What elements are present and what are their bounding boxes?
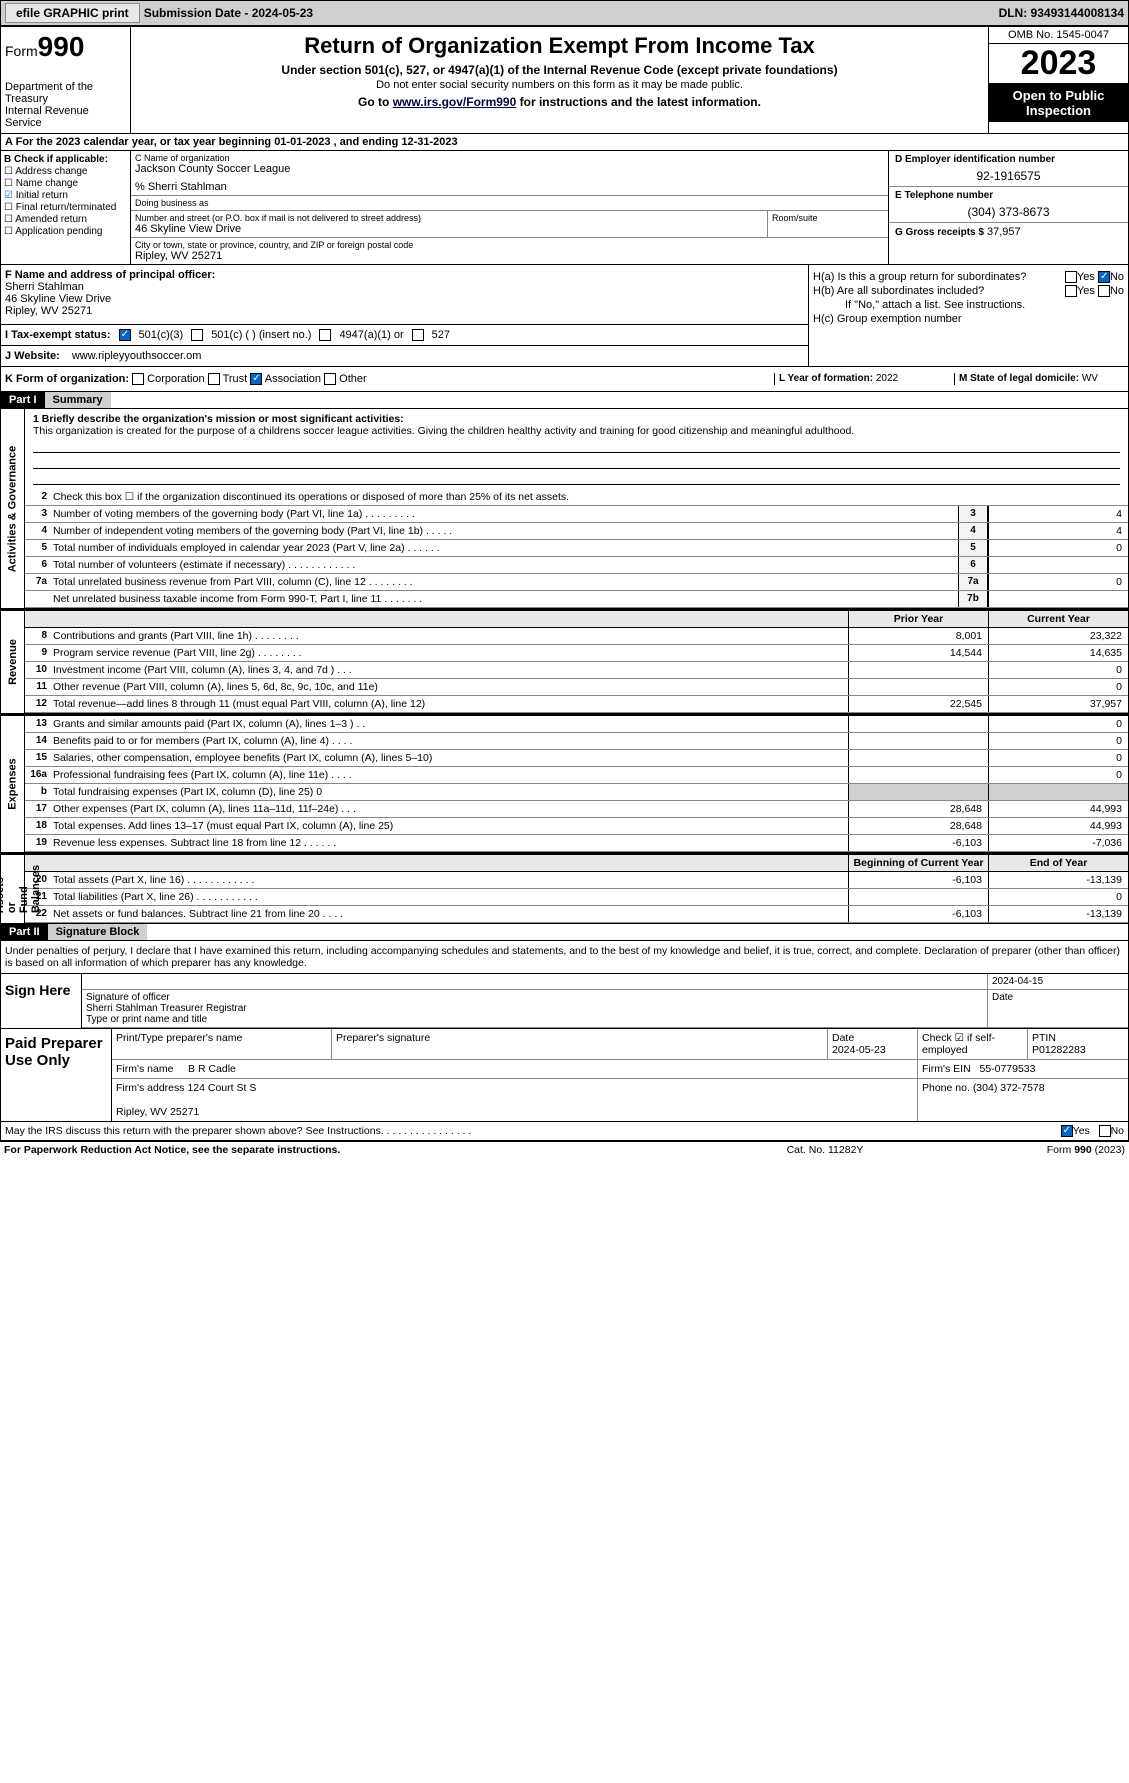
year-formation: 2022 [876,373,898,384]
irs-link[interactable]: www.irs.gov/Form990 [393,95,517,109]
section-bcd: B Check if applicable: Address change Na… [0,151,1129,265]
chk-501c3[interactable] [119,329,131,341]
form-number: Form990 [5,31,126,63]
org-name: Jackson County Soccer League [135,163,884,175]
vtab-rev: Revenue [7,639,19,685]
box-h: H(a) Is this a group return for subordin… [808,265,1128,366]
box-f: F Name and address of principal officer:… [1,265,808,325]
submission-date: Submission Date - 2024-05-23 [144,6,999,20]
ptin: P01282283 [1032,1044,1086,1056]
irs-yes[interactable] [1061,1125,1073,1137]
row-a-period: A For the 2023 calendar year, or tax yea… [0,134,1129,151]
chk-4947[interactable] [319,329,331,341]
box-c: C Name of organization Jackson County So… [131,151,888,264]
activities-governance: Activities & Governance 1 Briefly descri… [0,409,1129,609]
chk-name-change[interactable]: Name change [4,178,127,189]
care-of: % Sherri Stahlman [135,181,884,193]
sign-date: 2024-04-15 [988,974,1128,989]
prep-date: 2024-05-23 [832,1044,886,1056]
part2-bar: Part IISignature Block [0,924,1129,941]
goto-link-row: Go to www.irs.gov/Form990 for instructio… [135,95,984,109]
officer-name: Sherri Stahlman [5,281,84,293]
vtab-exp: Expenses [7,758,19,809]
chk-corp[interactable] [132,373,144,385]
firm-name: B R Cadle [188,1063,236,1075]
box-deg: D Employer identification number 92-1916… [888,151,1128,264]
ssn-warning: Do not enter social security numbers on … [135,79,984,91]
chk-other[interactable] [324,373,336,385]
ein: 92-1916575 [895,165,1122,183]
box-j: J Website: www.ripleyyouthsoccer.om [1,346,808,366]
firm-addr: 124 Court St S [187,1082,256,1094]
chk-app-pending[interactable]: Application pending [4,226,127,237]
street-address: 46 Skyline View Drive [135,223,763,235]
chk-initial-return[interactable]: Initial return [4,190,127,201]
chk-501c[interactable] [191,329,203,341]
dept: Department of the Treasury Internal Reve… [5,81,126,129]
vtab-gov: Activities & Governance [7,445,19,572]
footer: For Paperwork Reduction Act Notice, see … [0,1141,1129,1158]
form-subtitle: Under section 501(c), 527, or 4947(a)(1)… [135,63,984,77]
sign-here: Sign Here 2024-04-15 Signature of office… [0,974,1129,1029]
dln: DLN: 93493144008134 [999,6,1124,20]
chk-527[interactable] [412,329,424,341]
city-state-zip: Ripley, WV 25271 [135,250,884,262]
ha-yes[interactable] [1065,271,1077,283]
chk-final-return[interactable]: Final return/terminated [4,202,127,213]
irs-discuss: May the IRS discuss this return with the… [0,1122,1129,1141]
mission: 1 Briefly describe the organization's mi… [25,409,1128,489]
expenses-section: Expenses 13Grants and similar amounts pa… [0,714,1129,853]
vtab-na: Net Assets or Fund Balances [0,865,43,913]
chk-trust[interactable] [208,373,220,385]
officer-sig-name: Sherri Stahlman Treasurer Registrar [86,1003,247,1014]
paid-preparer: Paid Preparer Use Only Print/Type prepar… [0,1029,1129,1122]
hb-yes[interactable] [1065,285,1077,297]
row-klm: K Form of organization: Corporation Trus… [0,367,1129,392]
state-domicile: WV [1082,373,1098,384]
tax-year: 2023 [989,44,1128,84]
revenue-section: Revenue Prior YearCurrent Year 8Contribu… [0,609,1129,714]
form-title: Return of Organization Exempt From Incom… [135,33,984,59]
netassets-section: Net Assets or Fund Balances Beginning of… [0,853,1129,924]
section-fhij: F Name and address of principal officer:… [0,265,1129,367]
firm-ein: 55-0779533 [979,1063,1035,1075]
chk-address-change[interactable]: Address change [4,166,127,177]
open-to-public: Open to Public Inspection [989,84,1128,122]
topbar: efile GRAPHIC print Submission Date - 20… [0,0,1129,26]
firm-phone: (304) 372-7578 [973,1082,1045,1094]
omb-no: OMB No. 1545-0047 [989,27,1128,44]
box-i: I Tax-exempt status: 501(c)(3) 501(c) ( … [1,325,808,346]
chk-amended[interactable]: Amended return [4,214,127,225]
irs-no[interactable] [1099,1125,1111,1137]
form-header: Form990 Department of the Treasury Inter… [0,26,1129,134]
chk-assoc[interactable] [250,373,262,385]
gross-receipts: 37,957 [987,226,1021,238]
efile-print-btn[interactable]: efile GRAPHIC print [5,3,140,23]
website: www.ripleyyouthsoccer.om [72,350,202,362]
hb-no[interactable] [1098,285,1110,297]
part1-bar: Part ISummary [0,392,1129,409]
telephone: (304) 373-8673 [895,201,1122,219]
box-b: B Check if applicable: Address change Na… [1,151,131,264]
sig-intro: Under penalties of perjury, I declare th… [0,941,1129,974]
ha-no[interactable] [1098,271,1110,283]
